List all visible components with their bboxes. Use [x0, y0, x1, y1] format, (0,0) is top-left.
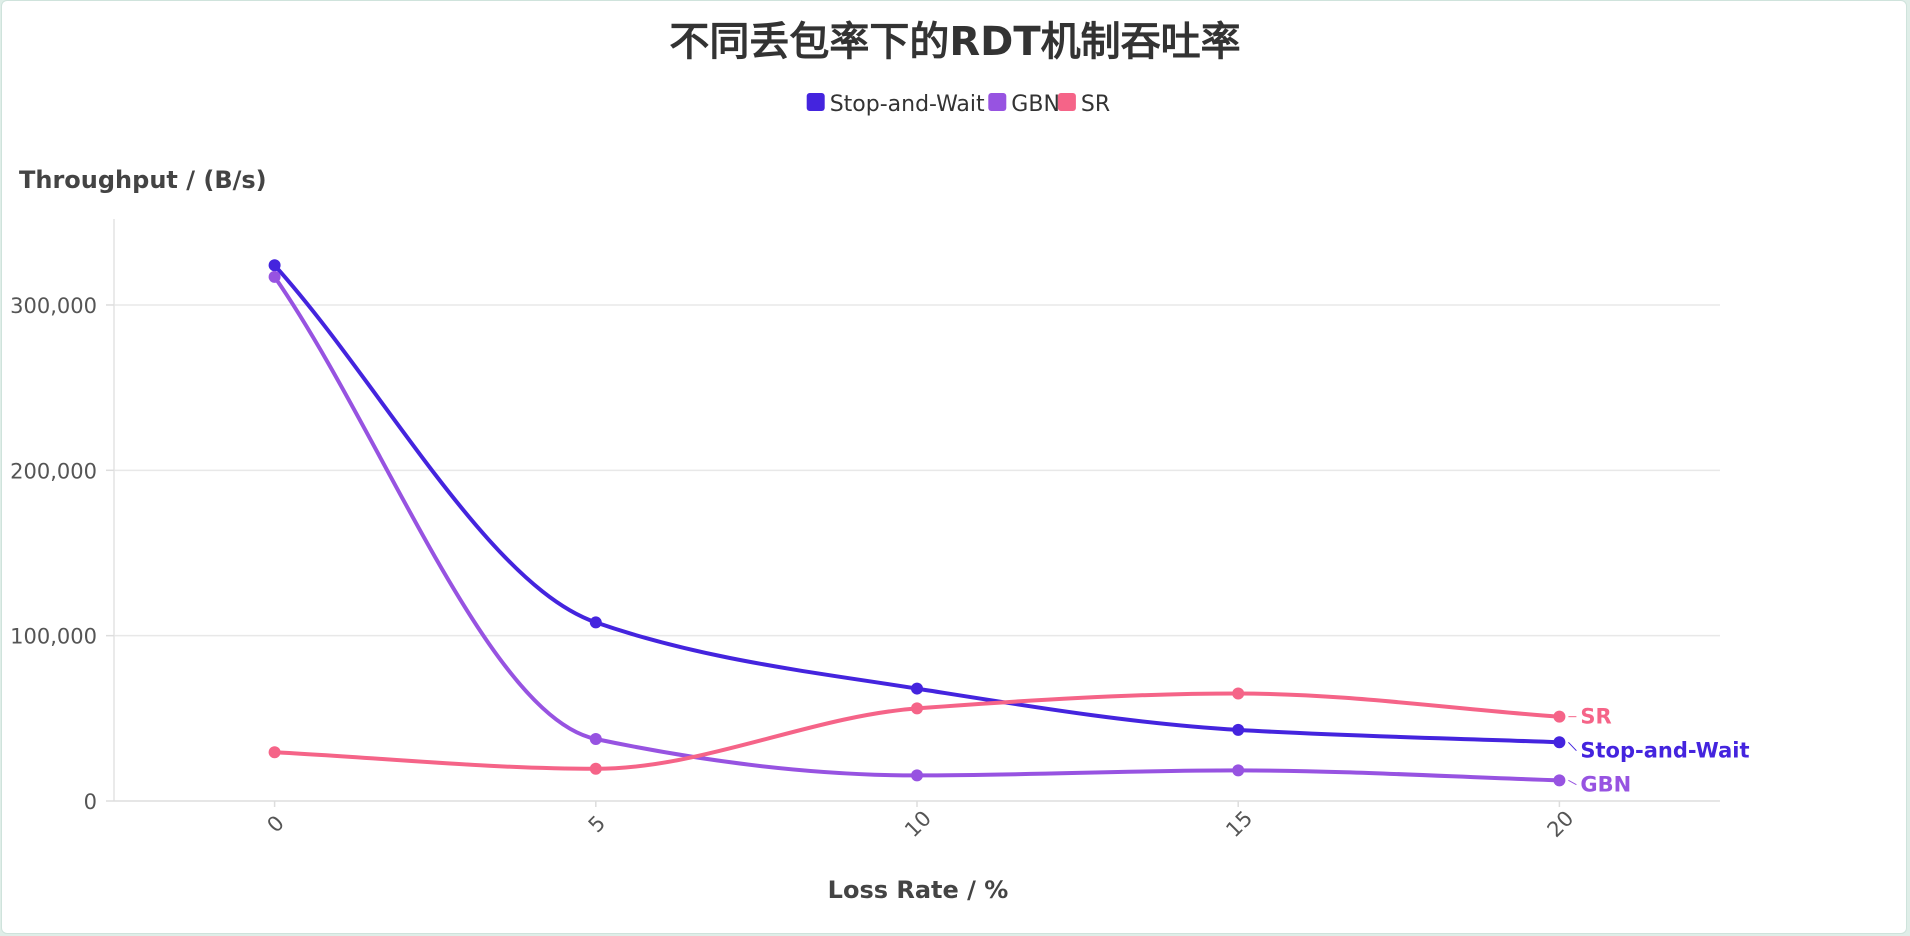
data-point-gbn	[1553, 774, 1566, 787]
end-label-connector-stop-and-wait	[1568, 741, 1577, 752]
data-point-sr	[1553, 710, 1566, 723]
legend-swatch-stop-and-wait	[806, 93, 825, 111]
data-point-gbn	[1232, 764, 1245, 777]
y-tick-label: 0	[84, 790, 97, 814]
data-point-gbn	[268, 270, 281, 283]
x-ticks: 0 5 10 15 20	[262, 801, 1578, 842]
y-tick-label: 300,000	[10, 294, 97, 318]
data-point-stop-and-wait	[1553, 736, 1566, 749]
data-point-sr	[589, 762, 602, 775]
data-point-stop-and-wait	[589, 616, 602, 629]
data-point-stop-and-wait	[911, 682, 923, 695]
x-tick-label: 0	[262, 811, 288, 837]
chart-title: 不同丢包率下的RDT机制吞吐率	[669, 19, 1240, 65]
series-line-stop-and-wait	[272, 263, 1562, 745]
data-point-sr	[268, 746, 281, 759]
data-point-sr	[911, 702, 923, 715]
legend: Stop-and-Wait GBN SR	[806, 92, 1110, 117]
series-group	[268, 259, 1566, 787]
end-label-sr: SR	[1580, 705, 1611, 729]
legend-swatch-gbn	[988, 93, 1007, 111]
y-tick-label: 100,000	[10, 625, 97, 649]
data-point-stop-and-wait	[268, 259, 281, 272]
end-label-connector-gbn	[1568, 779, 1577, 786]
x-tick-label: 20	[1543, 806, 1579, 842]
x-tick-label: 15	[1221, 806, 1257, 842]
series-sr	[268, 687, 1566, 775]
grid	[114, 304, 1720, 637]
end-labels: SR Stop-and-Wait GBN	[1568, 705, 1749, 797]
data-point-sr	[1232, 687, 1245, 700]
series-stop-and-wait	[268, 259, 1566, 749]
series-line-gbn	[272, 274, 1562, 783]
legend-label-sr: SR	[1081, 92, 1110, 117]
series-gbn	[268, 270, 1566, 787]
y-tick-label: 200,000	[10, 459, 97, 483]
x-tick-label: 5	[584, 811, 610, 837]
data-point-gbn	[911, 769, 923, 782]
data-point-stop-and-wait	[1232, 723, 1245, 736]
x-axis-title: Loss Rate / %	[828, 876, 1009, 904]
x-tick-label: 10	[900, 806, 936, 842]
end-label-gbn: GBN	[1580, 773, 1631, 797]
legend-label-gbn: GBN	[1011, 92, 1060, 117]
y-axis-title: Throughput / (B/s)	[19, 166, 267, 194]
y-ticks: 0 100,000 200,000 300,000	[10, 294, 114, 814]
end-label-stop-and-wait: Stop-and-Wait	[1580, 739, 1749, 763]
legend-label-stop-and-wait: Stop-and-Wait	[830, 92, 985, 117]
legend-swatch-sr	[1057, 93, 1076, 111]
data-point-gbn	[589, 732, 602, 745]
